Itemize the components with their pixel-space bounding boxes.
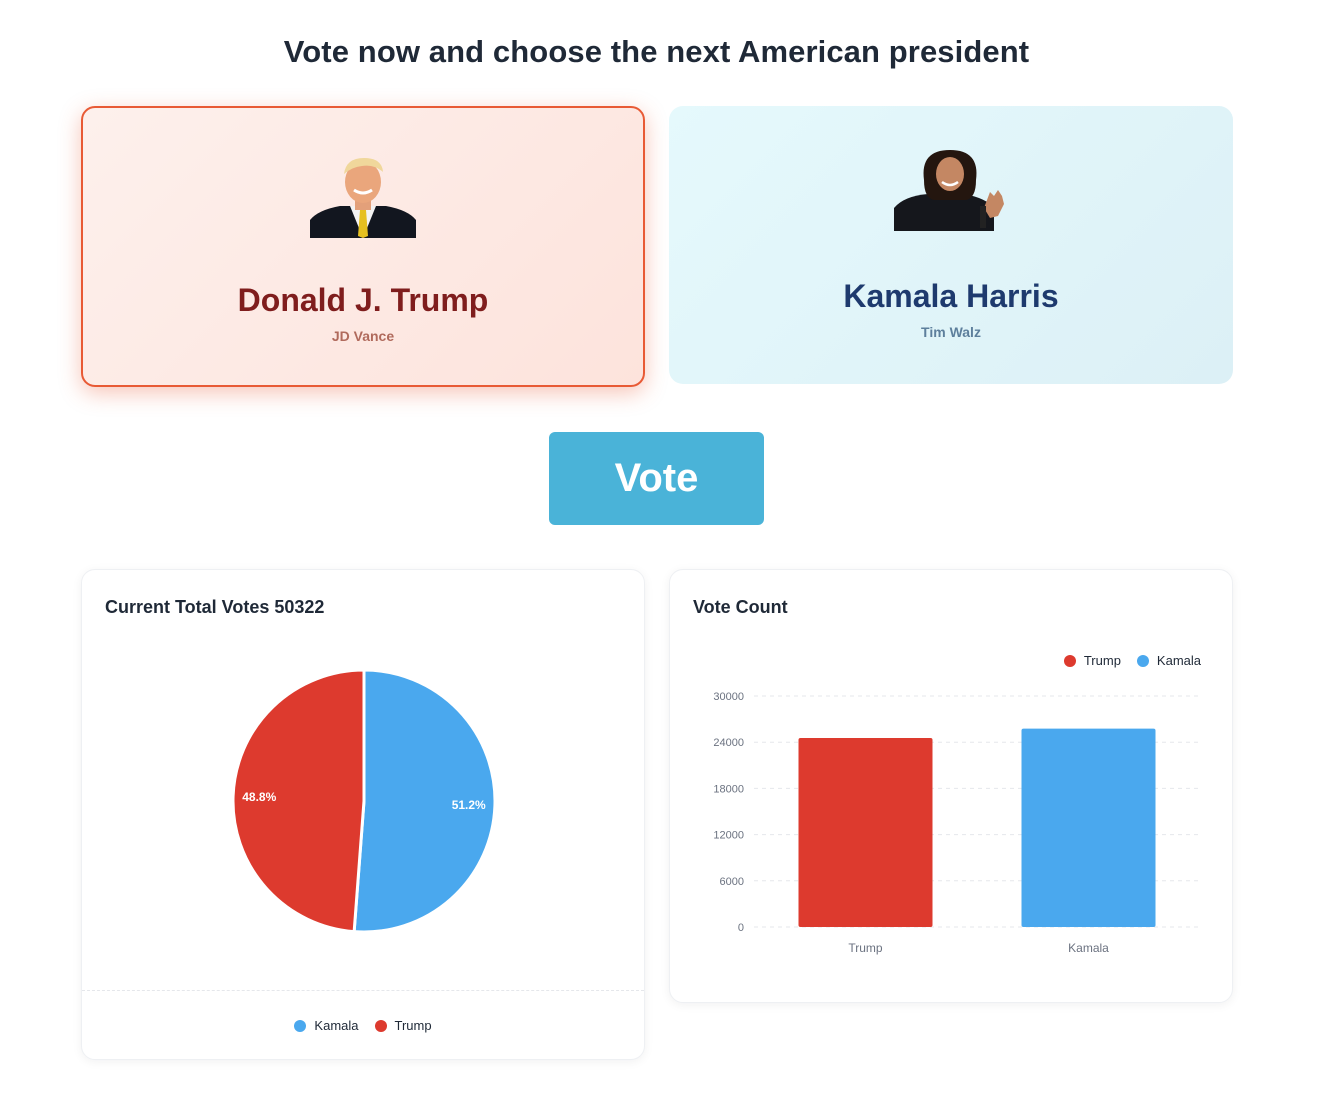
pie-slice-trump [231, 668, 366, 934]
y-tick-label: 0 [738, 922, 744, 934]
pie-card-title: Current Total Votes 50322 [105, 597, 325, 617]
legend-label: Kamala [1156, 653, 1201, 668]
y-tick-label: 30000 [713, 691, 744, 703]
candidate-name: Donald J. Trump [237, 282, 489, 318]
legend-item-trump[interactable]: Trump [1063, 653, 1121, 668]
legend-dot [1063, 654, 1076, 667]
y-tick-label: 24000 [713, 737, 744, 749]
legend-label: Kamala [314, 1018, 359, 1033]
y-tick-label: 6000 [720, 876, 744, 888]
legend-dot [1136, 654, 1149, 667]
legend-dot [374, 1019, 387, 1032]
pie-slice-label: 51.2% [452, 798, 486, 812]
pie-legend: Kamala Trump [82, 1018, 644, 1033]
vote-button[interactable]: Vote [549, 432, 764, 525]
pie-chart-card: Current Total Votes 50322 51.2% 48.8% Kam… [81, 569, 645, 1060]
legend-item-trump[interactable]: Trump [374, 1018, 432, 1033]
running-mate: Tim Walz [921, 324, 981, 340]
legend-label: Trump [394, 1018, 432, 1033]
legend-item-kamala[interactable]: Kamala [1136, 653, 1201, 668]
y-tick-label: 12000 [713, 830, 744, 842]
x-tick-label: Kamala [1068, 941, 1109, 955]
trump-portrait [310, 158, 416, 238]
bar-trump [798, 737, 933, 927]
pie-slice-label: 48.8% [242, 790, 276, 804]
legend-dot [294, 1019, 307, 1032]
y-tick-label: 18000 [713, 783, 744, 795]
bar-kamala [1021, 728, 1156, 927]
candidate-card-trump[interactable]: Donald J. Trump JD Vance [81, 106, 645, 387]
x-tick-label: Trump [848, 941, 883, 955]
divider [82, 990, 644, 991]
bar-chart-card: Vote Count Trump Kamala 0 6000 12000 18000 2… [669, 569, 1233, 1003]
running-mate: JD Vance [331, 328, 395, 344]
pie-chart: 51.2% 48.8% [231, 668, 497, 934]
legend-label: Trump [1083, 653, 1121, 668]
legend-item-kamala[interactable]: Kamala [294, 1018, 359, 1033]
harris-portrait [894, 150, 1004, 231]
candidate-name: Kamala Harris [843, 278, 1059, 314]
pie-slice-kamala [352, 668, 497, 934]
bar-chart: 0 6000 12000 18000 24000 30000 Trump Kamala [713, 691, 1200, 955]
candidate-card-harris[interactable]: Kamala Harris Tim Walz [669, 106, 1233, 384]
bar-legend: Trump Kamala [1063, 653, 1201, 668]
page-title: Vote now and choose the next American pr… [283, 34, 1030, 69]
bar-card-title: Vote Count [693, 597, 788, 617]
